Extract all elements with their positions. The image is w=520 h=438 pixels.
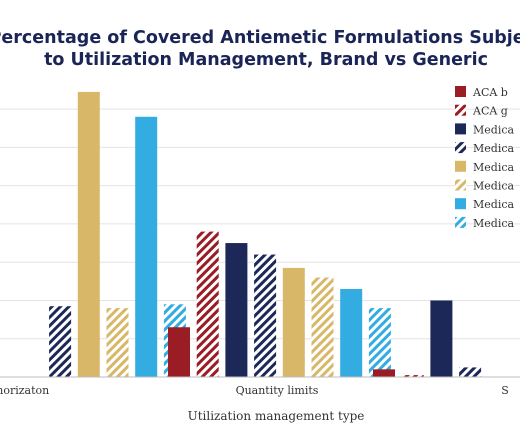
bar	[196, 231, 219, 377]
bar	[49, 306, 72, 377]
bar	[77, 91, 100, 377]
legend-label: Medica	[473, 198, 514, 211]
bar	[373, 369, 395, 377]
bar	[135, 116, 158, 377]
x-tick-labels: uthorizaton Quantity limits S	[0, 384, 509, 397]
bar	[340, 288, 363, 377]
legend-label: Medica	[473, 161, 514, 174]
legend-swatch	[455, 104, 466, 116]
bar	[168, 327, 190, 377]
legend-swatch	[455, 160, 466, 172]
legend-swatch	[455, 123, 466, 135]
bar	[401, 375, 424, 377]
bar	[430, 300, 453, 377]
bars	[49, 91, 482, 377]
legend-swatch	[455, 86, 466, 97]
chart-title-line-1: Percentage of Covered Antiemetic Formula…	[0, 28, 520, 48]
legend-swatch	[455, 216, 466, 228]
bar	[106, 308, 129, 377]
bar	[311, 277, 334, 377]
legend-label: Medica	[473, 123, 514, 136]
x-tick-label: Quantity limits	[236, 384, 319, 397]
bar	[225, 243, 248, 377]
bar	[254, 254, 277, 377]
x-axis-title: Utilization management type	[188, 409, 365, 423]
x-tick-label: uthorizaton	[0, 384, 49, 397]
bar	[282, 267, 305, 377]
legend-swatch	[455, 179, 466, 191]
legend-label: Medica	[473, 180, 514, 193]
x-tick-label: S	[501, 384, 509, 397]
bar	[368, 308, 391, 377]
chart-title-line-2: to Utilization Management, Brand vs Gene…	[44, 50, 488, 70]
legend-swatch	[455, 142, 466, 154]
legend-label: Medica	[473, 142, 514, 155]
legend-label: ACA g	[472, 105, 508, 118]
bar	[459, 367, 482, 377]
legend-label: ACA b	[472, 86, 508, 99]
legend-label: Medica	[473, 217, 514, 230]
legend-swatch	[455, 198, 466, 210]
legend: ACA b ACA g Medica Medica Medica Medica Medica…	[455, 86, 514, 230]
